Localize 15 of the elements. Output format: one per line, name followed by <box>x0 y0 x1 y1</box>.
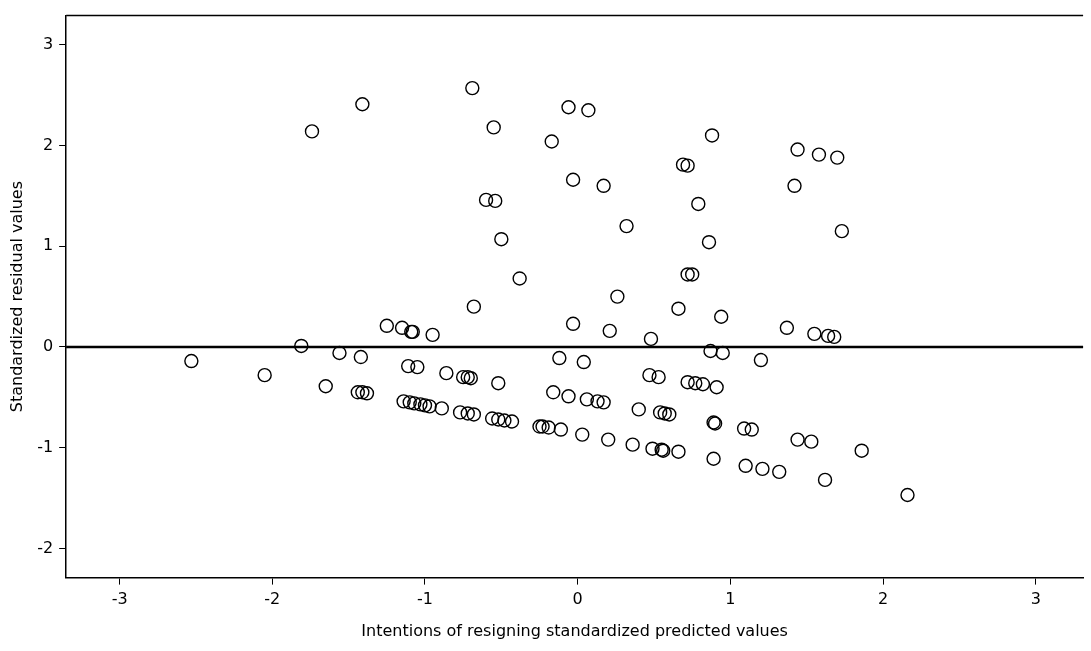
y-tick-label: 0 <box>42 336 54 356</box>
y-tick-label: -1 <box>37 436 54 456</box>
x-tick-label: 3 <box>1030 589 1041 609</box>
y-tick-label: 2 <box>42 134 54 154</box>
x-tick-label: -3 <box>111 589 128 609</box>
y-tick-label: 1 <box>42 235 54 255</box>
x-tick-label: -1 <box>417 589 433 609</box>
x-tick-label: 1 <box>725 589 736 609</box>
y-tick-label: -2 <box>37 537 54 557</box>
x-tick-label: 2 <box>877 589 889 609</box>
y-axis-title: Standardized residual values <box>6 180 26 413</box>
y-tick-label: 3 <box>42 33 54 53</box>
x-tick-label: -2 <box>264 589 281 609</box>
x-axis-title: Intentions of resigning standardized predicted values <box>361 620 788 640</box>
x-tick-label: 0 <box>572 589 583 609</box>
